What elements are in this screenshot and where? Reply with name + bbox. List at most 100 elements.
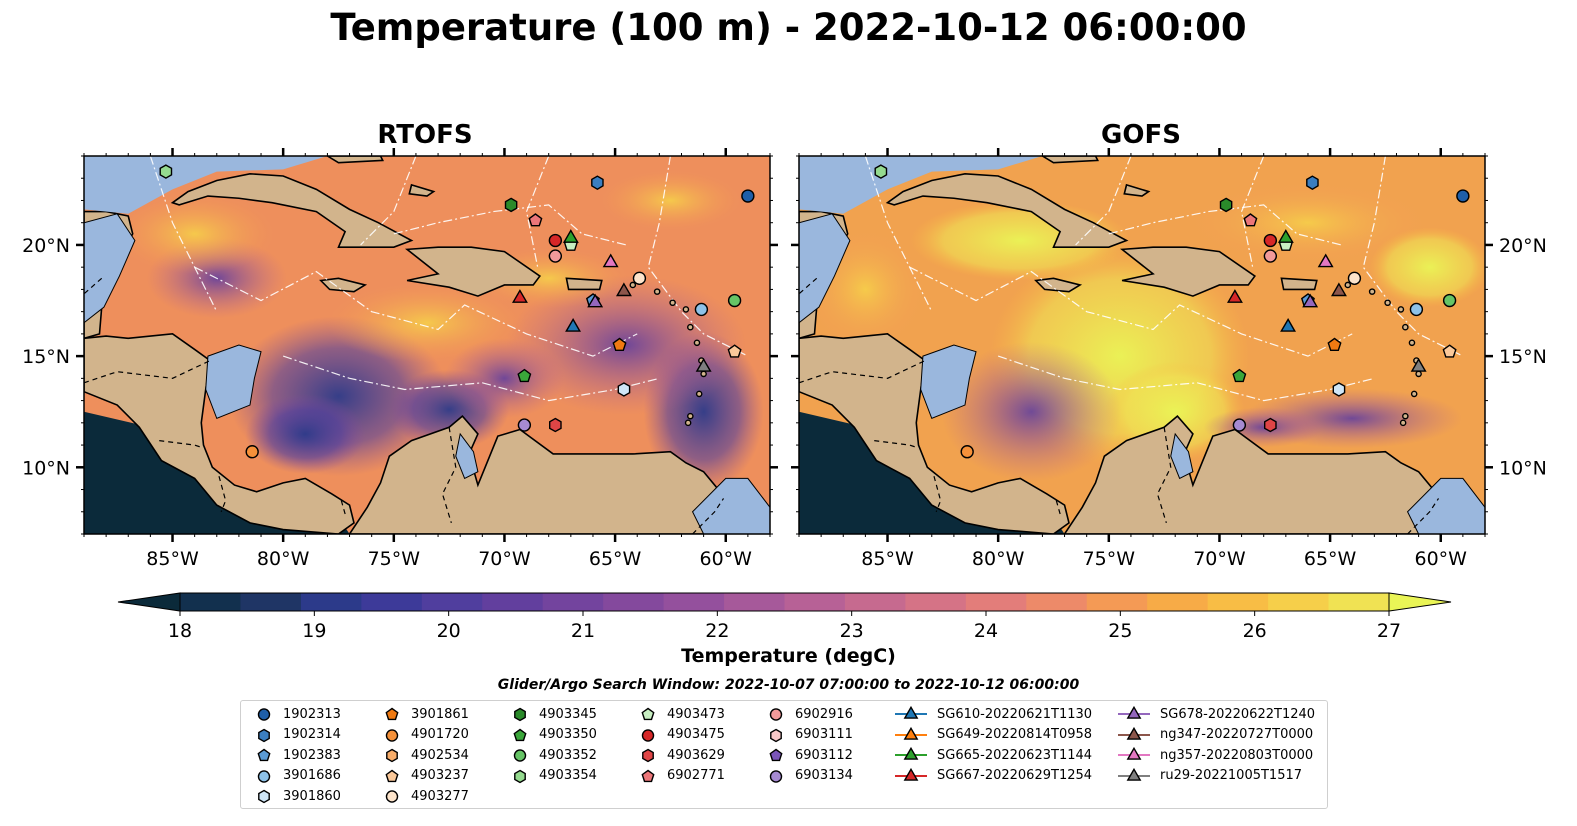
legend-item: ng347-20220727T0000 (1116, 725, 1313, 745)
legend-marker (385, 707, 399, 721)
triangle-icon (1118, 767, 1150, 781)
land-mass (1034, 277, 1083, 293)
point-6903134 (1232, 418, 1247, 432)
colorbar-bin (1268, 593, 1330, 611)
legend-item: SG610-20220621T1130 (893, 704, 1092, 724)
legend-label: SG610-20220621T1130 (937, 706, 1093, 722)
triangle-icon (895, 726, 927, 740)
legend-item: 6902771 (637, 766, 725, 786)
shallow-shelf (84, 213, 136, 324)
colorbar-extend-low (117, 592, 181, 612)
y-tick-label: 20°N (1499, 235, 1547, 257)
legend-marker (257, 769, 271, 783)
eez-boundary (282, 355, 660, 402)
colorbar: 18 19 20 21 22 23 24 25 26 27 (117, 592, 1452, 642)
legend-label: 4903350 (539, 727, 597, 742)
legend-item: 6903111 (765, 725, 853, 745)
land-mass (348, 415, 770, 534)
point-6902916 (548, 249, 563, 263)
point-SG667-20220629T1254 (511, 289, 528, 303)
shallow-shelf (799, 213, 851, 324)
x-tick-label: 85°W (861, 548, 914, 570)
point-4901720 (960, 445, 974, 459)
colorbar-bin (361, 593, 423, 611)
pentagon-icon (385, 707, 399, 721)
legend-label: 4903237 (411, 768, 469, 783)
legend-marker (258, 789, 270, 804)
island (684, 419, 692, 427)
legend-label: 4903277 (411, 788, 469, 804)
legend-item: 6903112 (765, 745, 853, 765)
colorbar-bin (1026, 593, 1088, 611)
legend-marker (769, 748, 783, 762)
legend-item: 4903237 (381, 766, 469, 786)
island (687, 323, 694, 331)
shallow-shelf (920, 344, 977, 420)
island (1415, 370, 1422, 378)
legend-marker (903, 767, 919, 781)
colorbar-bin (1147, 593, 1209, 611)
legend-item: 4903350 (509, 725, 597, 745)
colorbar-bin (542, 593, 604, 611)
legend-marker (769, 769, 783, 783)
y-tick-label: 15°N (1499, 346, 1547, 368)
figure-title: Temperature (100 m) - 2022-10-12 06:00:0… (330, 6, 1247, 49)
land-mass (1280, 277, 1318, 291)
point-4903475 (548, 233, 563, 248)
legend-label: 4903475 (667, 727, 725, 742)
point-4903629 (549, 417, 562, 433)
point-SG678-20220622T1240 (1302, 293, 1319, 308)
island (1397, 306, 1405, 313)
country-border (1407, 498, 1440, 534)
colorbar-tick-label: 24 (974, 620, 998, 642)
circle-icon (257, 708, 271, 721)
island (669, 299, 676, 307)
x-tick-label: 70°W (1193, 548, 1246, 570)
legend-marker (1126, 705, 1142, 719)
colorbar-bin (663, 593, 725, 611)
legend-label: 1902383 (283, 747, 341, 763)
point-4901720 (245, 445, 259, 459)
x-tick-label: 75°W (368, 548, 421, 570)
legend-marker (769, 708, 783, 721)
country-border (340, 498, 346, 515)
legend-item: SG649-20220814T0958 (893, 725, 1092, 745)
colorbar-tick-label: 25 (1108, 620, 1132, 642)
island (653, 288, 661, 295)
point-6902771 (528, 213, 543, 227)
colorbar-bin (603, 593, 665, 611)
legend-item: 4903277 (381, 786, 469, 806)
legend-marker (1126, 767, 1142, 781)
legend-item: 4903475 (637, 725, 725, 745)
x-tick-label: 80°W (257, 548, 310, 570)
country-border (692, 498, 725, 534)
hexagon-icon (514, 769, 526, 783)
island (682, 306, 690, 313)
triangle-icon (1118, 746, 1150, 760)
point-6903134 (517, 418, 532, 432)
triangle-icon (1118, 705, 1150, 719)
colorbar-bin (1207, 593, 1269, 611)
shallow-shelf (205, 344, 262, 420)
legend-item: 3901860 (253, 786, 341, 806)
point-3901861 (612, 337, 627, 351)
land-mass (1119, 246, 1256, 297)
point-4903237 (727, 344, 742, 358)
panel-title-gofs: GOFS (1101, 120, 1181, 150)
point-1902314 (591, 175, 604, 191)
point-1902313 (1456, 189, 1470, 203)
point-6902916 (1263, 249, 1278, 263)
x-tick-label: 65°W (1304, 548, 1357, 570)
point-1902314 (1306, 175, 1319, 191)
x-tick-label: 70°W (478, 548, 531, 570)
point-4903277 (632, 271, 647, 285)
point-4903345 (1219, 197, 1233, 213)
colorbar-bin (300, 593, 362, 611)
legend-item: ru29-20221005T1517 (1116, 766, 1302, 786)
colorbar-tick-label: 27 (1377, 620, 1401, 642)
legend-item: 6902916 (765, 704, 853, 724)
legend-label: ru29-20221005T1517 (1160, 768, 1303, 783)
eez-boundary (194, 266, 638, 357)
island (1410, 390, 1418, 398)
eez-boundary (1362, 156, 1464, 357)
